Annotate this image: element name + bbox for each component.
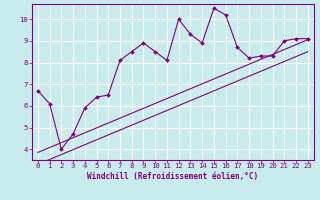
X-axis label: Windchill (Refroidissement éolien,°C): Windchill (Refroidissement éolien,°C) — [87, 172, 258, 181]
